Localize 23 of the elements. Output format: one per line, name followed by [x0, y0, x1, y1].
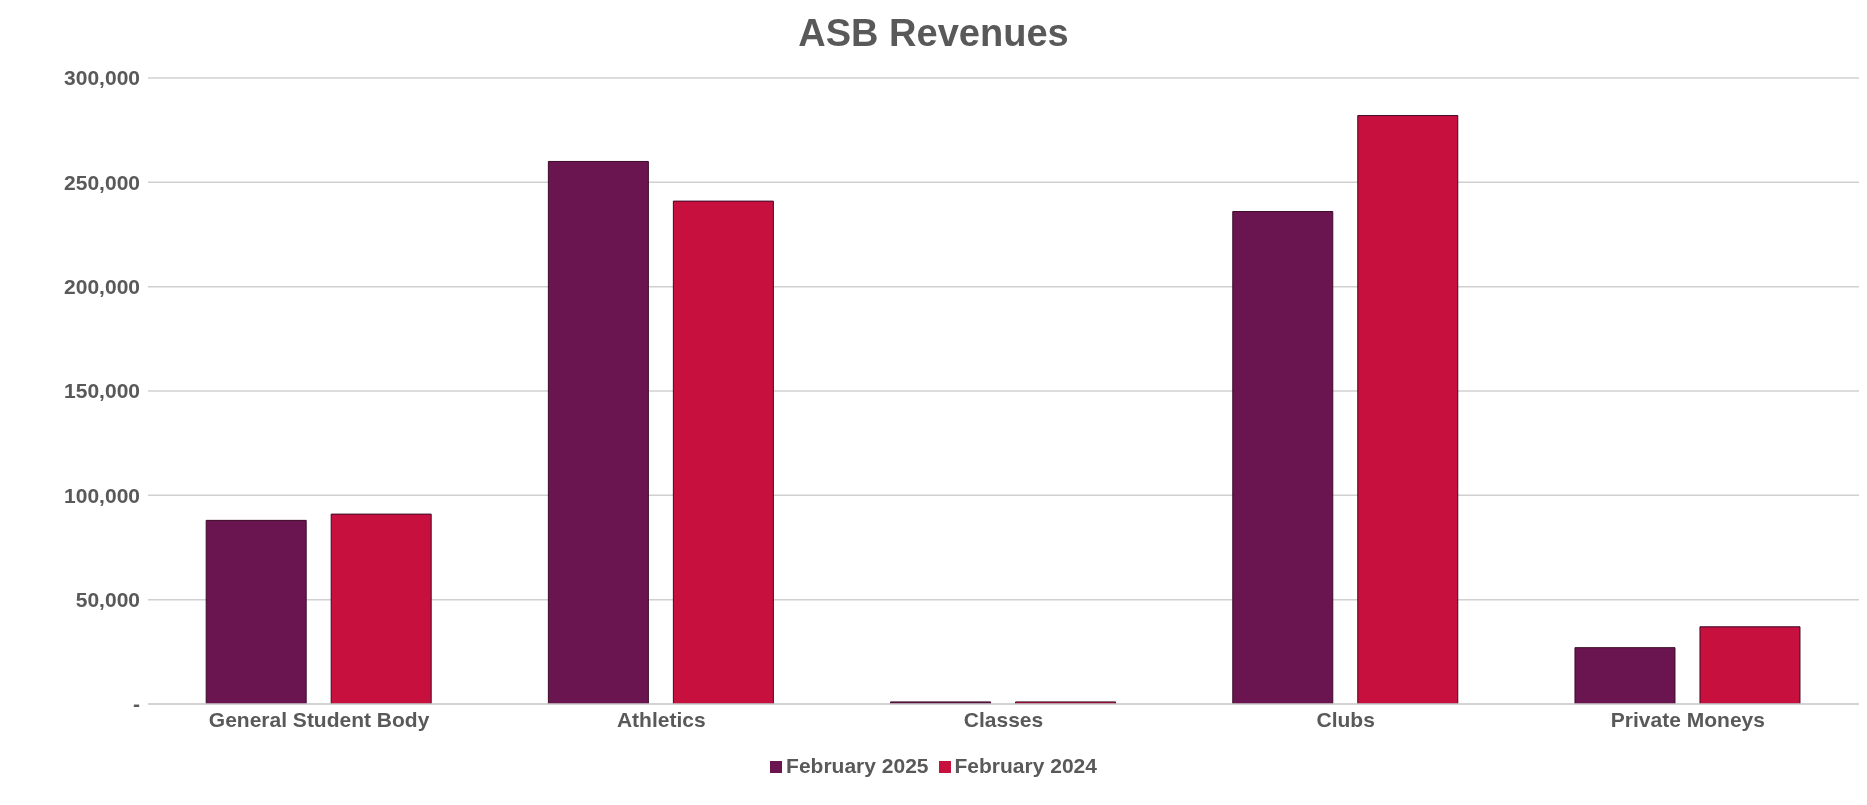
bar — [672, 200, 774, 704]
y-tick-label: 100,000 — [64, 483, 140, 507]
y-tick-label: 50,000 — [75, 588, 140, 612]
bar — [1232, 211, 1334, 704]
y-tick-label: 300,000 — [64, 66, 140, 90]
legend-label: February 2024 — [954, 754, 1097, 777]
y-tick-label: 200,000 — [64, 275, 140, 299]
bar — [1574, 647, 1676, 704]
bar — [330, 513, 432, 704]
x-tick-label: General Student Body — [208, 707, 430, 731]
bar — [205, 519, 307, 704]
y-tick-label: 250,000 — [64, 170, 140, 194]
bar — [547, 160, 649, 704]
legend-label: February 2025 — [786, 754, 929, 777]
bar — [1699, 626, 1801, 704]
chart-title: ASB Revenues — [797, 11, 1070, 56]
bar — [1357, 115, 1459, 704]
x-tick-label: Clubs — [1316, 707, 1375, 731]
x-tick-label: Athletics — [616, 707, 706, 731]
x-tick-label: Classes — [963, 707, 1044, 731]
y-tick-label: - — [133, 692, 140, 716]
y-tick-label: 150,000 — [64, 379, 140, 403]
x-tick-label: Private Moneys — [1610, 707, 1765, 731]
